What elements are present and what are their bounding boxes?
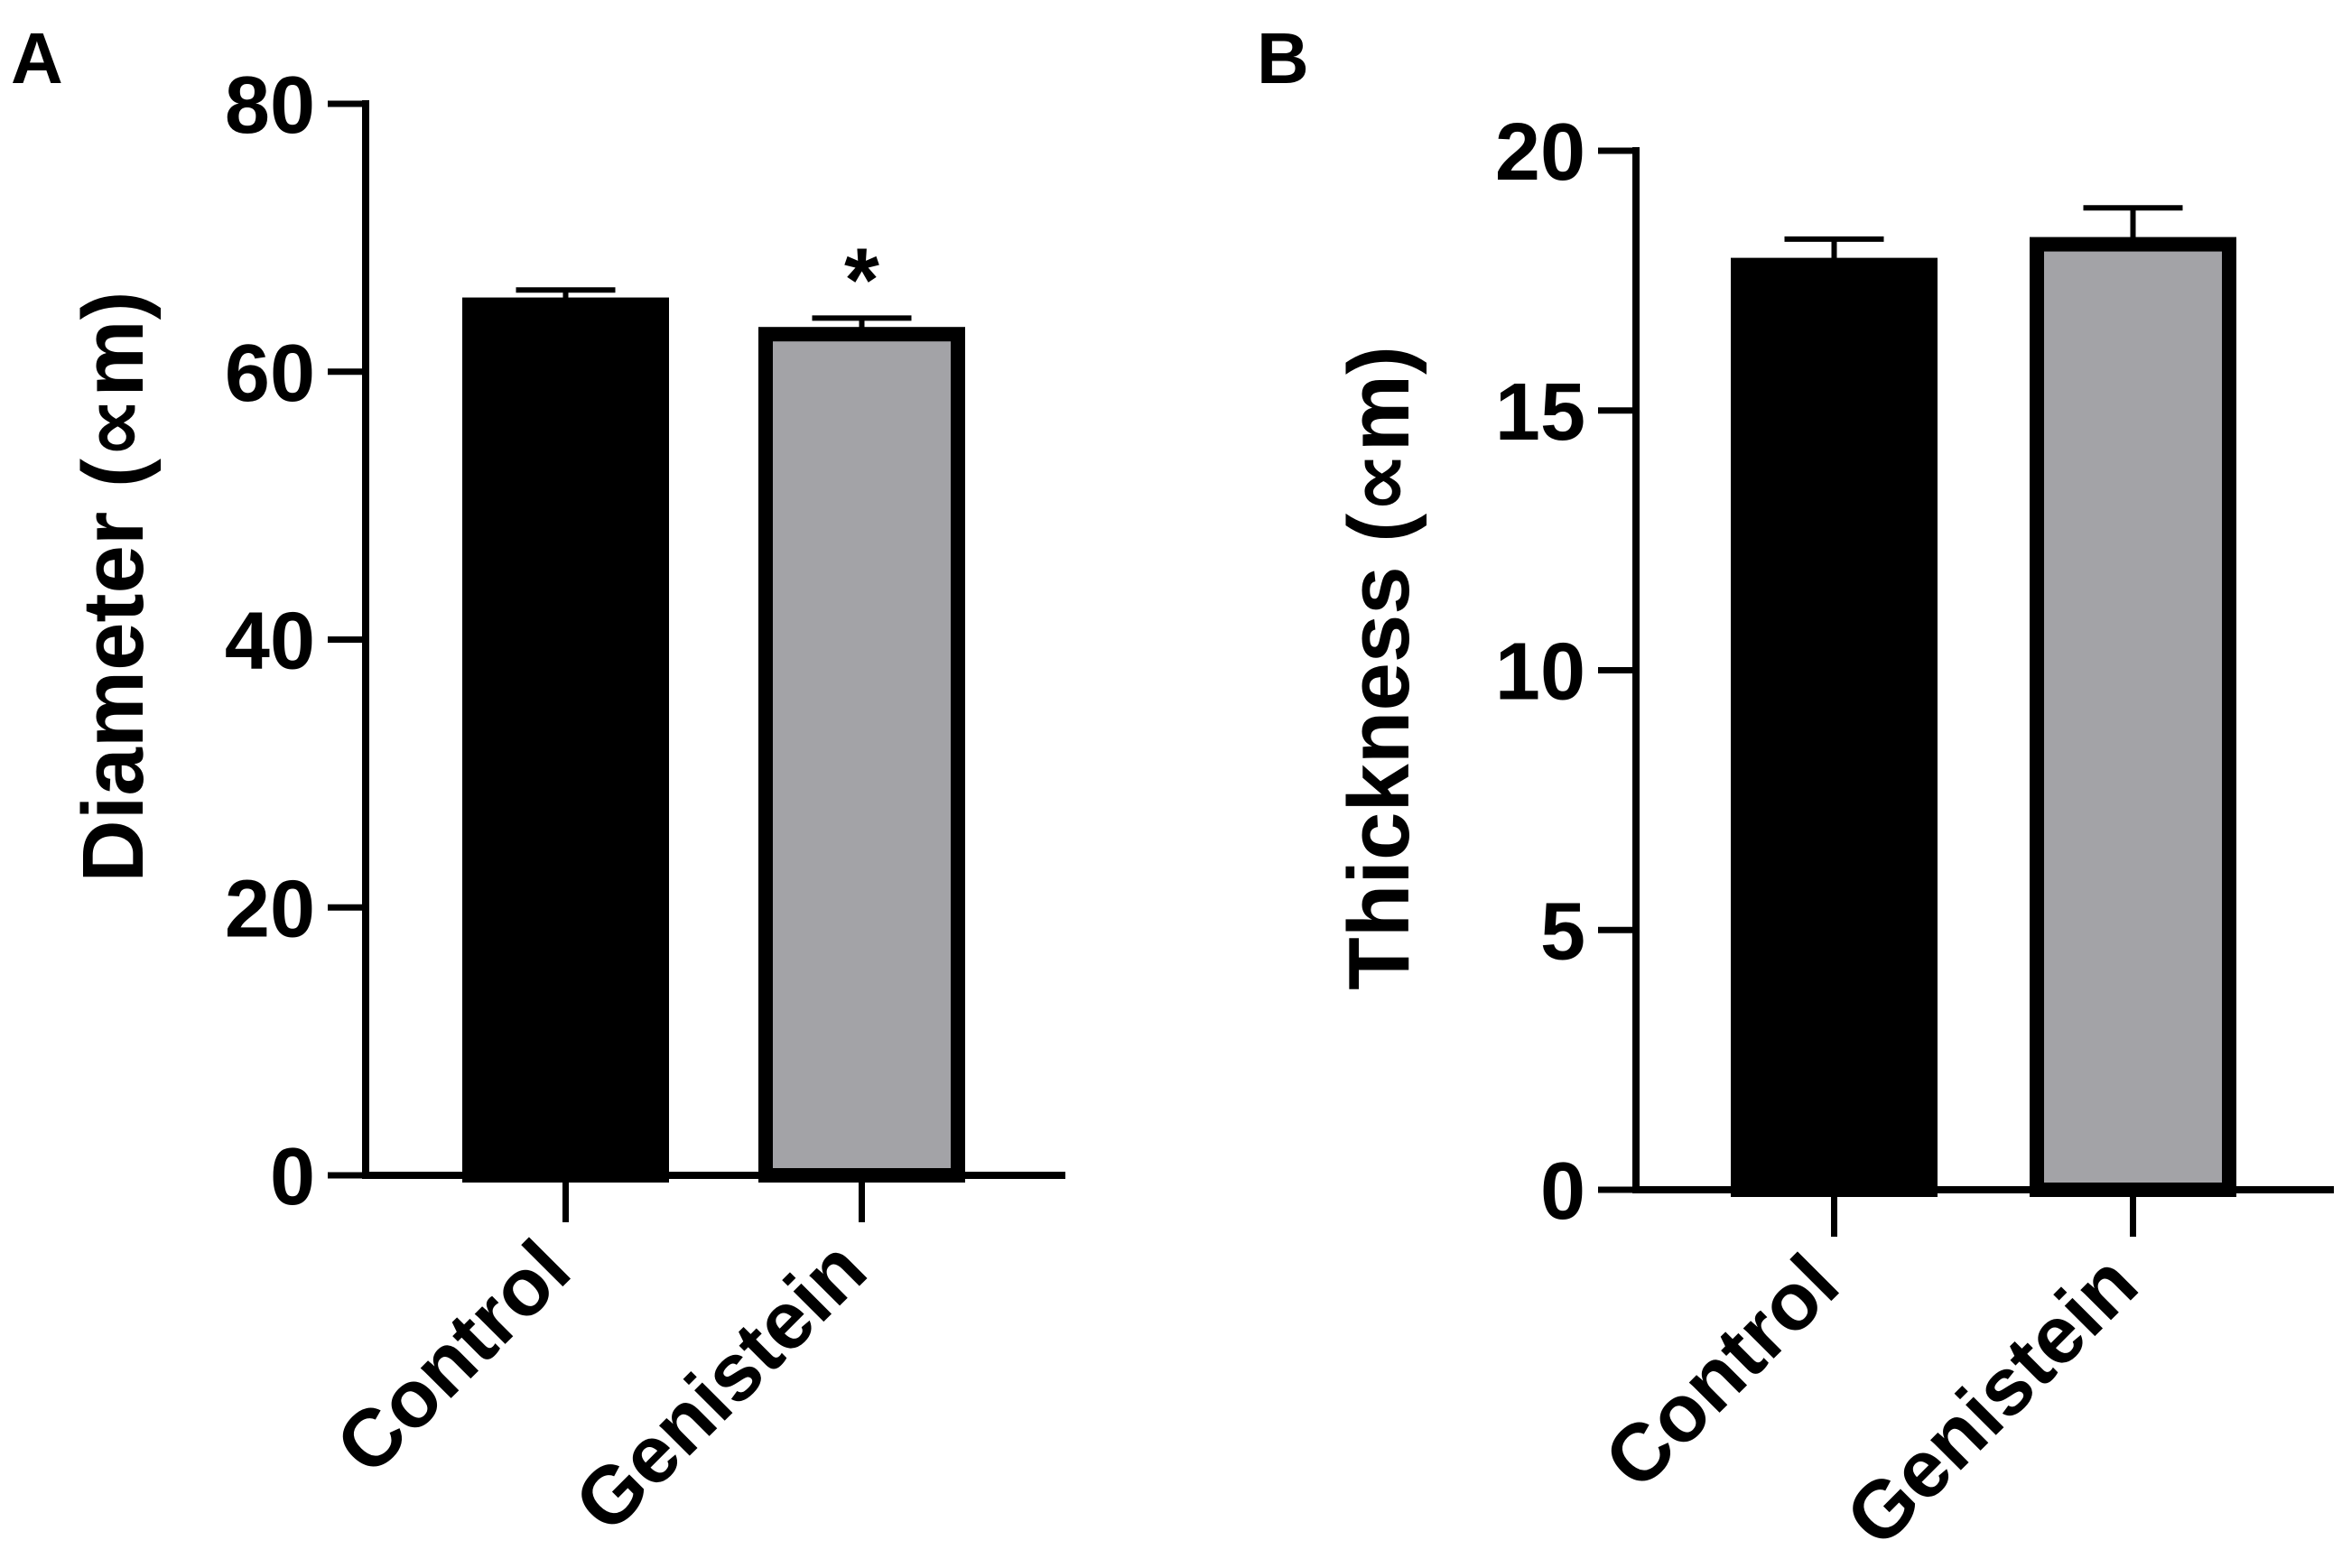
panel-b-y-tick-label: 0	[1540, 1146, 1585, 1237]
panel-a-y-tick-label: 0	[270, 1132, 315, 1222]
panel-b: B Thickness (∝m) ControlGenistein0510152…	[1257, 18, 2334, 1563]
panel-b-y-axis-title: Thickness (∝m)	[1331, 346, 1427, 990]
panel-a-y-tick-label: 60	[225, 329, 315, 419]
panel-b-y-tick-label: 15	[1495, 367, 1585, 458]
panel-a-y-tick-label: 80	[225, 60, 315, 151]
panel-a-y-tick-label: 20	[225, 864, 315, 954]
panel-a-bar-genistein	[758, 327, 965, 1183]
panel-b-y-tick-label: 5	[1540, 886, 1585, 977]
panel-a-title-group: Diameter (∝m)	[65, 291, 162, 882]
panel-b-bar-control	[1731, 257, 1938, 1197]
panel-b-bar-genistein	[2030, 237, 2236, 1198]
panel-a-bar-control	[462, 297, 669, 1183]
panel-b-y-tick-label: 20	[1495, 107, 1585, 198]
panel-a-label: A	[11, 18, 63, 98]
panel-b-y-tick-label: 10	[1495, 627, 1585, 718]
panel-a-y-tick-label: 40	[225, 597, 315, 687]
panel-b-title-group: Thickness (∝m)	[1331, 346, 1427, 990]
panel-a-y-axis-title: Diameter (∝m)	[65, 291, 162, 882]
panel-b-label: B	[1257, 18, 1309, 98]
panel-a-significance-marker: *	[844, 229, 879, 330]
